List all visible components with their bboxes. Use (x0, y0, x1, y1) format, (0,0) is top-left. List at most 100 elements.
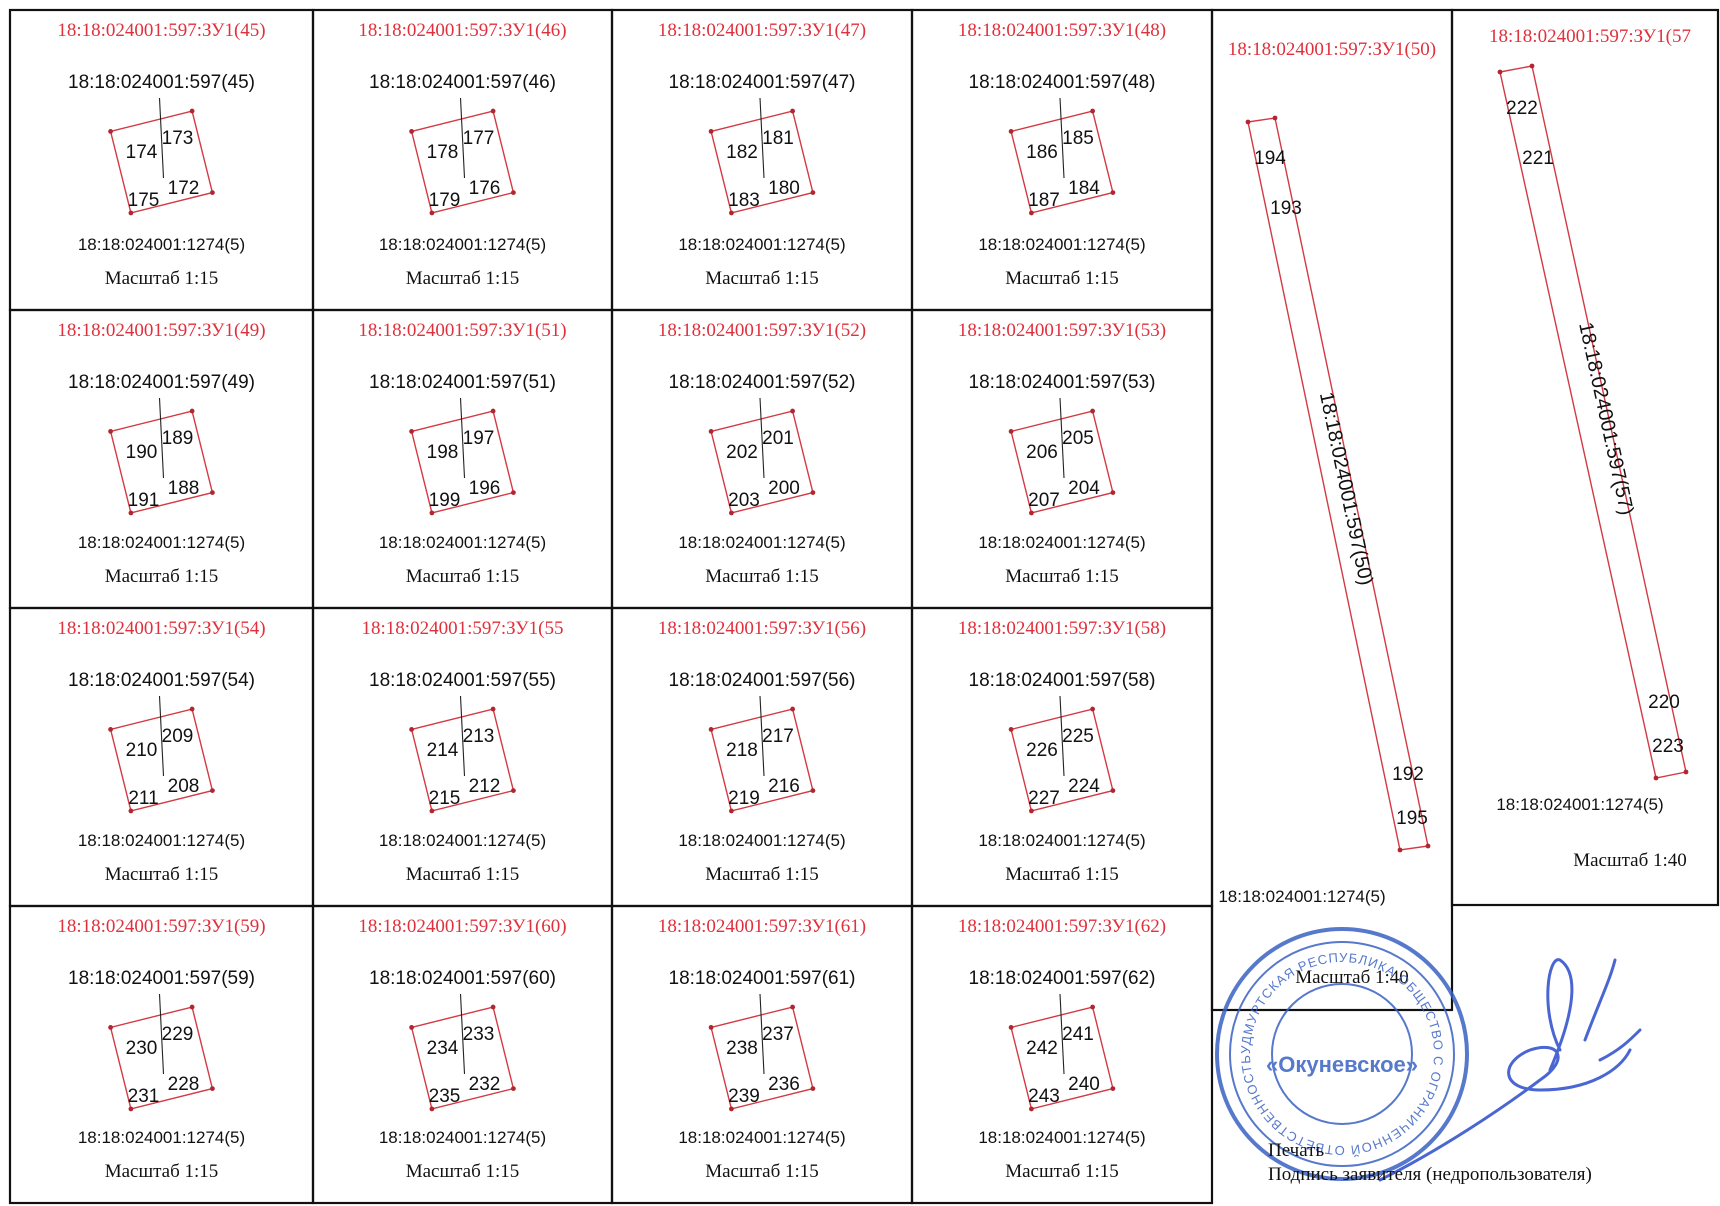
scale-label: Масштаб 1:15 (705, 268, 819, 289)
vertex-marker (810, 788, 816, 793)
vertex-marker (1029, 1106, 1034, 1112)
point-label: 184 (1068, 178, 1100, 199)
scale-label: Масштаб 1:15 (705, 1161, 819, 1182)
point-label: 177 (463, 128, 495, 149)
point-label: 217 (762, 726, 794, 747)
parcel-cell: 18:18:024001:597:ЗУ1(52) 18:18:024001:597… (610, 308, 914, 610)
parcel-cell: 18:18:024001:597:ЗУ1(54) 18:18:024001:597… (8, 606, 315, 908)
leader-line (1059, 695, 1065, 777)
scale-label: Масштаб 1:15 (1005, 1161, 1119, 1182)
leader-line (158, 397, 165, 479)
long-parcel-panel: 18:18:024001:597:ЗУ1(57 18:18:024001:597(… (1450, 8, 1720, 907)
vertex-marker (128, 1106, 134, 1112)
vertex-marker (108, 429, 113, 434)
parcel-cell: 18:18:024001:597:ЗУ1(47) 18:18:024001:597… (610, 8, 914, 312)
parcel-number: 18:18:024001:597(45) (68, 72, 255, 93)
point-label: 242 (1026, 1038, 1058, 1059)
base-parcel-number: 18:18:024001:1274(5) (978, 831, 1145, 850)
vertex-marker (1110, 788, 1116, 793)
parcel-number: 18:18:024001:597(55) (369, 670, 556, 691)
parcel-number: 18:18:024001:597(62) (969, 968, 1156, 989)
parcel-cell: 18:18:024001:597:ЗУ1(51) 18:18:024001:597… (311, 308, 614, 610)
parcel-number: 18:18:024001:597(59) (68, 968, 255, 989)
leader-line (459, 695, 466, 777)
cell-title: 18:18:024001:597:ЗУ1(52) (658, 320, 866, 341)
vertex-marker (108, 1025, 113, 1030)
vertex-marker (1008, 429, 1014, 434)
vertex-marker (1397, 847, 1403, 853)
point-label: 224 (1068, 776, 1100, 797)
vertex-marker (409, 727, 414, 732)
cell-title: 18:18:024001:597:ЗУ1(62) (958, 916, 1166, 937)
vertex-marker (210, 490, 215, 495)
scale-label: Масштаб 1:40 (1295, 967, 1409, 988)
parcel-number: 18:18:024001:597(54) (68, 670, 255, 691)
long-parcel-panel: 18:18:024001:597:ЗУ1(50)18:18:024001:597… (1210, 8, 1454, 1012)
point-label: 227 (1028, 788, 1060, 809)
point-label: 228 (168, 1074, 200, 1095)
point-label: 175 (128, 190, 160, 211)
cell-title: 18:18:024001:597:ЗУ1(57 (1489, 26, 1691, 47)
point-label: 207 (1028, 490, 1060, 511)
vertex-marker (210, 1086, 215, 1091)
point-label: 188 (168, 478, 200, 499)
vertex-marker (810, 190, 816, 195)
parcel-number: 18:18:024001:597(58) (969, 670, 1156, 691)
leader-line (158, 695, 165, 777)
point-label: 210 (126, 740, 158, 761)
cell-title: 18:18:024001:597:ЗУ1(48) (958, 20, 1166, 41)
cell-title: 18:18:024001:597:ЗУ1(45) (57, 20, 265, 41)
point-label: 225 (1062, 726, 1094, 747)
point-label: 182 (726, 142, 758, 163)
vertex-marker (128, 808, 134, 814)
scale-label: Масштаб 1:40 (1573, 850, 1687, 871)
point-label: 220 (1648, 692, 1680, 713)
vertex-marker (810, 490, 816, 495)
leader-line (158, 993, 165, 1075)
vertex-marker (1497, 69, 1503, 75)
scale-label: Масштаб 1:15 (705, 566, 819, 587)
vertex-marker (429, 210, 435, 216)
cell-title: 18:18:024001:597:ЗУ1(47) (658, 20, 866, 41)
scale-label: Масштаб 1:15 (406, 268, 520, 289)
cell-frame (910, 606, 1214, 908)
vertex-marker (1653, 775, 1659, 781)
vertex-marker (490, 706, 496, 712)
vertex-marker (1272, 115, 1278, 121)
point-label: 178 (427, 142, 459, 163)
vertex-marker (1029, 210, 1034, 216)
base-parcel-number: 18:18:024001:1274(5) (978, 235, 1145, 254)
cell-frame (610, 904, 914, 1205)
cell-frame (610, 606, 914, 908)
point-label: 174 (126, 142, 158, 163)
parcel-cell: 18:18:024001:597:ЗУ1(61) 18:18:024001:597… (610, 904, 914, 1205)
point-label: 179 (429, 190, 461, 211)
point-label: 219 (728, 788, 760, 809)
scale-label: Масштаб 1:15 (105, 566, 219, 587)
parcel-cell: 18:18:024001:597:ЗУ1(59) 18:18:024001:597… (8, 904, 315, 1205)
cell-title: 18:18:024001:597:ЗУ1(51) (358, 320, 566, 341)
cell-title: 18:18:024001:597:ЗУ1(55 (362, 618, 564, 639)
point-label: 185 (1062, 128, 1094, 149)
base-parcel-number: 18:18:024001:1274(5) (78, 1128, 245, 1147)
point-label: 222 (1506, 98, 1538, 119)
cell-frame (8, 904, 315, 1205)
leader-line (158, 97, 165, 179)
leader-line (759, 97, 765, 179)
parcel-number: 18:18:024001:597(61) (669, 968, 856, 989)
point-label: 186 (1026, 142, 1058, 163)
parcel-outline (1499, 65, 1687, 779)
parcel-cell: 18:18:024001:597:ЗУ1(58) 18:18:024001:597… (910, 606, 1214, 908)
vertex-marker (210, 190, 215, 195)
vertex-marker (790, 108, 795, 114)
parcel-number: 18:18:024001:597(51) (369, 372, 556, 393)
point-label: 208 (168, 776, 200, 797)
vertex-marker (108, 727, 113, 732)
cell-title: 18:18:024001:597:ЗУ1(59) (57, 916, 265, 937)
vertex-marker (1110, 490, 1116, 495)
vertex-marker (511, 788, 516, 793)
point-label: 193 (1270, 198, 1302, 219)
point-label: 204 (1068, 478, 1100, 499)
cell-title: 18:18:024001:597:ЗУ1(60) (358, 916, 566, 937)
parcel-number: 18:18:024001:597(57) (1574, 320, 1637, 517)
